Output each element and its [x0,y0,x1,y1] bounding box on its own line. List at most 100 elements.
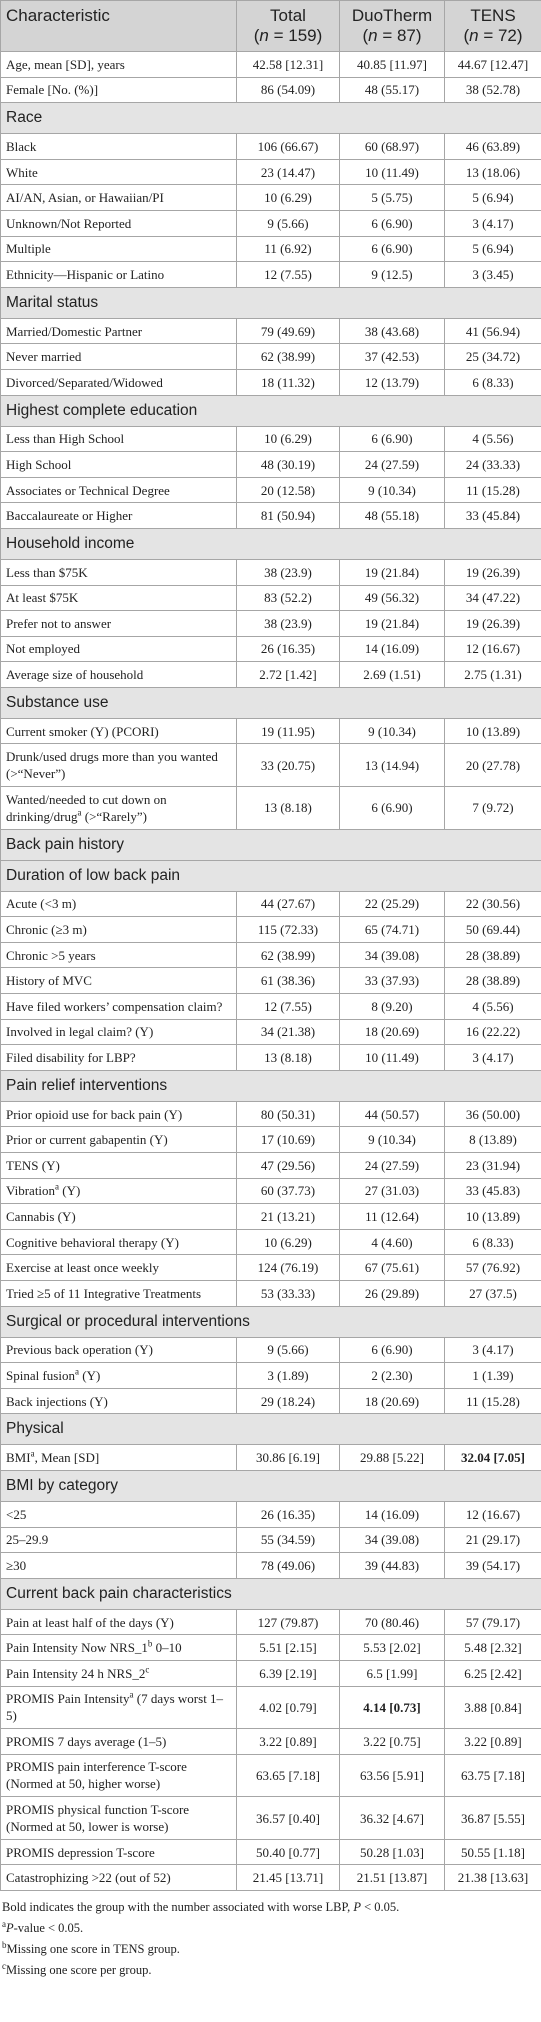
text: = 72) [478,26,523,45]
text: ( [362,26,369,45]
value-cell: 38 (52.78) [444,76,541,104]
value-cell: 36.32 [4.67] [339,1796,445,1840]
text: 24 (27.59) [364,1157,420,1173]
text: 16 (22.22) [465,1024,521,1040]
section-row: Highest complete education [0,394,541,427]
value-cell: 1 (1.39) [444,1362,541,1389]
data-row: Less than $75K 38 (23.9) 19 (21.84) 19 (26.… [0,558,541,586]
row-label: Black [0,133,237,160]
value-cell: 24 (27.59) [339,451,445,478]
value-cell: 4.02 [0.79] [236,1685,340,1730]
text: Exercise at least once weekly [6,1260,160,1276]
value-cell: 12 (16.67) [444,635,541,663]
value-cell: 21 (29.17) [444,1526,541,1554]
text: 50 (69.44) [465,922,521,938]
text: 5.48 [2.32] [464,1640,522,1656]
text: 4 (5.56) [472,998,514,1014]
value-cell: 5 (6.94) [444,235,541,263]
value-cell: 4 (5.56) [444,993,541,1020]
text: 44.67 [12.47] [457,56,529,72]
value-cell: 22 (30.56) [444,890,541,918]
text: 11 (6.92) [264,241,312,257]
value-cell: 5 (5.75) [339,184,445,211]
value-cell: 41 (56.94) [444,317,541,345]
value-cell: 44.67 [12.47] [444,51,541,78]
value-cell: 13 (8.18) [236,786,340,830]
row-label: Cannabis (Y) [0,1203,237,1230]
text: 3 (1.89) [267,1367,309,1383]
text: Pain at least half of the days (Y) [6,1614,174,1630]
data-row: Black 106 (66.67) 60 (68.97) 46 (63.89) [0,133,541,160]
value-cell: 48 (30.19) [236,451,340,478]
value-cell: 10 (6.29) [236,425,340,453]
section-title: Back pain history [0,828,541,861]
value-cell: 19 (21.84) [339,558,445,586]
text: 40.85 [11.97] [357,56,427,72]
row-label: Acute (<3 m) [0,890,237,918]
text: 62 (38.99) [260,947,316,963]
row-label: Married/Domestic Partner [0,317,237,345]
value-cell: 67 (75.61) [339,1254,445,1281]
text: Chronic >5 years [6,947,96,963]
text: 34 (39.08) [364,1532,420,1548]
value-cell: 36.87 [5.55] [444,1796,541,1840]
section-row: Current back pain characteristics [0,1577,541,1610]
row-label: <25 [0,1500,237,1528]
text: 10 (6.29) [264,431,312,447]
text: 34 (39.08) [364,947,420,963]
text: 47 (29.56) [260,1157,316,1173]
text: Have filed workers’ compensation claim? [6,998,223,1014]
text: Not employed [6,641,81,657]
data-row: Chronic (≥3 m) 115 (72.33) 65 (74.71) 50 (6… [0,916,541,943]
text: 46 (63.89) [465,138,521,154]
text: 33 (45.84) [465,508,521,524]
data-row: <25 26 (16.35) 14 (16.09) 12 (16.67) [0,1500,541,1528]
row-label: Tried ≥5 of 11 Integrative Treatments [0,1279,237,1307]
text: 42.58 [12.31] [252,56,324,72]
text: 22 (25.29) [364,896,420,912]
text: 23 (31.94) [465,1157,521,1173]
data-row: White 23 (14.47) 10 (11.49) 13 (18.06) [0,158,541,186]
value-cell: 42.58 [12.31] [236,51,340,78]
text: 11 (15.28) [466,482,520,498]
value-cell: 38 (23.9) [236,610,340,637]
row-label: PROMIS Pain Intensitya (7 days worst 1–5… [0,1685,237,1730]
row-label: Average size of household [0,661,237,688]
text: Back injections (Y) [6,1393,108,1409]
value-cell: 46 (63.89) [444,133,541,160]
text: 50.40 [0.77] [256,1844,320,1860]
value-cell: 3.88 [0.84] [444,1685,541,1730]
value-cell: 11 (12.64) [339,1203,445,1230]
text: 19 (11.95) [261,723,315,739]
data-row: AI/AN, Asian, or Hawaiian/PI 10 (6.29) 5 (… [0,184,541,211]
text: Less than High School [6,431,125,447]
sup-text: a [77,807,82,818]
text: 3.22 [0.89] [259,1733,317,1749]
section-title: BMI by category [0,1469,541,1502]
text: 10 (6.29) [264,1234,312,1250]
value-cell: 3 (1.89) [236,1362,340,1389]
data-row: Current smoker (Y) (PCORI) 19 (11.95) 9 (1… [0,717,541,745]
text: 106 (66.67) [257,138,319,154]
text: 2 (2.30) [371,1367,413,1383]
data-row: Cannabis (Y) 21 (13.21) 11 (12.64) 10 (13.8… [0,1203,541,1230]
text: 44 (27.67) [260,896,316,912]
data-row: PROMIS depression T-score 50.40 [0.77] 50.… [0,1838,541,1866]
row-label: Associates or Technical Degree [0,476,237,504]
value-cell: 60 (68.97) [339,133,445,160]
text: 127 (79.87) [257,1614,319,1630]
section-title: Current back pain characteristics [0,1577,541,1610]
section-row: Surgical or procedural interventions [0,1305,541,1338]
text: 65 (74.71) [364,922,420,938]
data-row: Have filed workers’ compensation claim? 1… [0,993,541,1020]
value-cell: 9 (10.34) [339,717,445,745]
data-row: Associates or Technical Degree 20 (12.58)… [0,476,541,504]
sup-text: a [74,1366,79,1377]
text: 36.87 [5.55] [461,1810,525,1826]
value-cell: 16 (22.22) [444,1018,541,1046]
text: 20 (12.58) [260,482,316,498]
text: 6 (6.90) [371,241,413,257]
section-title: Race [0,102,541,135]
text: PROMIS 7 days average (1–5) [6,1733,167,1749]
